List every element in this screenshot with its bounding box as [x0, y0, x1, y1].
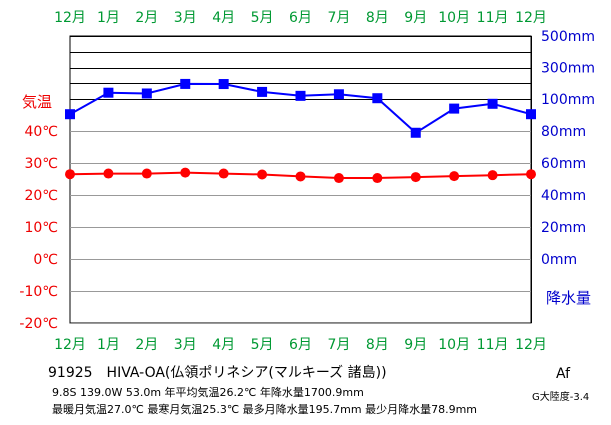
month-label-top: 7月	[327, 10, 350, 26]
precipitation-point	[180, 78, 191, 89]
precipitation-tick-label: 40mm	[541, 188, 586, 204]
precipitation-tick-label: 0mm	[541, 252, 577, 268]
month-label-top: 12月	[515, 10, 547, 26]
precipitation-point	[449, 103, 460, 114]
month-label-bottom: 10月	[438, 337, 470, 353]
station-coordinates-summary: 9.8S 139.0W 53.0m 年平均気温26.2℃ 年降水量1700.9m…	[52, 386, 364, 399]
month-label-bottom: 11月	[477, 337, 509, 353]
month-label-top: 6月	[289, 10, 312, 26]
continentality-index: G大陸度-3.4	[532, 392, 590, 403]
month-label-top: 4月	[212, 10, 235, 26]
month-label-top: 11月	[477, 10, 509, 26]
temperature-point	[333, 173, 344, 184]
temperature-point	[372, 173, 383, 184]
climate-classification: Af	[556, 366, 571, 382]
precipitation-point	[372, 93, 383, 104]
month-label-top: 3月	[174, 10, 197, 26]
month-label-top: 1月	[97, 10, 120, 26]
precipitation-point	[218, 79, 229, 90]
temperature-point	[410, 172, 421, 183]
temperature-point	[141, 168, 152, 179]
precipitation-point	[526, 109, 536, 120]
temperature-tick-label: -10℃	[19, 284, 58, 300]
temperature-axis-title: 気温	[22, 93, 52, 111]
temperature-point	[487, 170, 498, 181]
month-label-top: 9月	[404, 10, 427, 26]
temperature-point	[65, 169, 75, 180]
temperature-point	[449, 171, 460, 182]
month-label-bottom: 12月	[54, 337, 86, 353]
station-extremes-summary: 最暖月気温27.0℃ 最寒月気温25.3℃ 最多月降水量195.7mm 最少月降…	[52, 403, 478, 416]
precipitation-point	[295, 90, 306, 101]
month-label-bottom: 2月	[135, 337, 158, 353]
month-label-bottom: 3月	[174, 337, 197, 353]
precipitation-point	[141, 88, 152, 99]
month-label-top: 12月	[54, 10, 86, 26]
precipitation-tick-label: 100mm	[541, 92, 595, 108]
month-label-bottom: 8月	[366, 337, 389, 353]
precipitation-tick-label: 500mm	[541, 29, 595, 45]
precipitation-axis-title: 降水量	[546, 289, 591, 307]
temperature-tick-label: 40℃	[24, 124, 58, 140]
month-label-bottom: 12月	[515, 337, 547, 353]
precipitation-point	[257, 86, 268, 97]
temperature-point	[218, 168, 229, 179]
month-label-top: 10月	[438, 10, 470, 26]
precipitation-tick-label: 60mm	[541, 156, 586, 172]
precipitation-tick-label: 80mm	[541, 124, 586, 140]
month-label-top: 8月	[366, 10, 389, 26]
temperature-point	[257, 169, 268, 180]
precipitation-point	[103, 87, 114, 98]
temperature-tick-label: 10℃	[24, 220, 58, 236]
month-label-bottom: 7月	[327, 337, 350, 353]
month-label-bottom: 6月	[289, 337, 312, 353]
precipitation-point	[333, 89, 344, 100]
precipitation-point	[410, 127, 421, 138]
month-label-top: 2月	[135, 10, 158, 26]
temperature-point	[180, 167, 191, 178]
month-label-bottom: 1月	[97, 337, 120, 353]
temperature-point	[526, 169, 536, 180]
temperature-tick-label: 20℃	[24, 188, 58, 204]
precipitation-tick-label: 20mm	[541, 220, 586, 236]
precipitation-tick-label: 300mm	[541, 61, 595, 77]
station-name: 91925 HIVA-OA(仏領ポリネシア(マルキーズ 諸島))	[48, 365, 387, 381]
temperature-point	[103, 168, 114, 179]
month-label-top: 5月	[251, 10, 274, 26]
temperature-tick-label: -20℃	[19, 316, 58, 332]
precipitation-point	[65, 109, 75, 120]
temperature-point	[295, 171, 306, 182]
month-label-bottom: 5月	[251, 337, 274, 353]
month-label-bottom: 9月	[404, 337, 427, 353]
month-label-bottom: 4月	[212, 337, 235, 353]
temperature-tick-label: 0℃	[33, 252, 58, 268]
precipitation-point	[487, 98, 498, 109]
temperature-tick-label: 30℃	[24, 156, 58, 172]
